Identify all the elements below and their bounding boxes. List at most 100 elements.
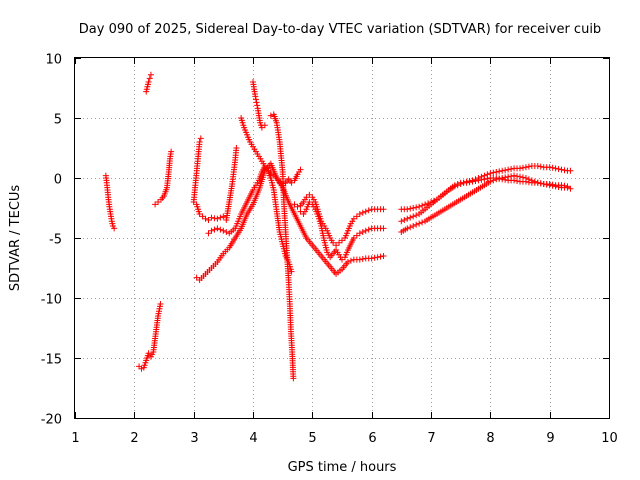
data-point <box>425 200 432 207</box>
data-point <box>380 253 387 259</box>
data-point <box>525 163 532 170</box>
data-point <box>493 175 500 181</box>
data-point <box>290 375 297 382</box>
data-point <box>552 165 559 172</box>
data-point <box>398 218 405 225</box>
data-point <box>217 214 224 221</box>
data-point <box>217 226 224 233</box>
data-point <box>522 164 529 171</box>
data-point <box>555 166 562 172</box>
data-point <box>214 225 221 232</box>
data-point <box>211 226 218 233</box>
data-point <box>157 301 164 307</box>
data-point <box>463 179 470 186</box>
data-point <box>413 212 420 219</box>
data-point <box>404 215 411 222</box>
data-point <box>401 217 408 223</box>
data-point <box>377 253 384 260</box>
series-arc2 <box>143 71 154 95</box>
data-point <box>362 227 369 234</box>
data-point <box>537 163 544 170</box>
data-point <box>481 176 488 183</box>
data-point <box>546 181 553 187</box>
x-tick-label: 9 <box>546 431 554 446</box>
data-point <box>519 164 526 171</box>
series-arc13 <box>267 166 304 189</box>
series-arc6 <box>193 201 227 223</box>
data-point <box>365 226 372 233</box>
data-point <box>416 220 423 227</box>
data-point <box>220 227 227 234</box>
data-point <box>267 112 274 119</box>
x-tick-label: 7 <box>427 431 435 446</box>
data-point <box>145 79 152 85</box>
data-point <box>505 166 512 173</box>
x-tick-label: 4 <box>249 431 257 446</box>
data-markers <box>102 71 574 382</box>
data-point <box>356 211 363 217</box>
tick-labels: 1 2 3 4 5 6 7 8 9 10 -20 -15 -10 -5 0 5 10 <box>41 53 618 447</box>
data-point <box>472 178 479 184</box>
data-point <box>288 268 295 275</box>
data-point <box>297 166 304 173</box>
x-axis-label: GPS time / hours <box>288 460 397 475</box>
y-tick-label: 5 <box>54 113 62 128</box>
data-point <box>496 168 503 175</box>
data-point <box>410 205 417 211</box>
data-point <box>451 182 458 189</box>
data-point <box>267 175 274 181</box>
data-point <box>493 169 500 175</box>
data-point <box>499 176 506 183</box>
data-point <box>359 209 366 216</box>
data-point <box>561 182 568 189</box>
data-point <box>546 164 553 171</box>
data-point <box>365 207 372 214</box>
series-arc18 <box>398 175 571 213</box>
x-tick-label: 2 <box>130 431 138 446</box>
data-point <box>534 163 541 169</box>
data-point <box>549 181 556 188</box>
data-point <box>196 139 203 145</box>
data-point <box>211 215 218 222</box>
x-tick-label: 1 <box>71 431 79 446</box>
data-point <box>454 181 461 187</box>
series-arc11 <box>250 79 268 131</box>
y-tick-label: 0 <box>54 173 62 188</box>
series-arc1 <box>102 172 118 232</box>
data-point <box>502 167 509 174</box>
data-point <box>410 223 417 229</box>
data-point <box>356 256 363 263</box>
y-tick-label: -15 <box>41 353 62 368</box>
data-point <box>404 206 411 213</box>
data-point <box>514 178 521 184</box>
data-point <box>499 167 506 174</box>
series-arc5 <box>190 135 204 205</box>
series-arc8 <box>205 163 295 275</box>
y-tick-label: -20 <box>41 413 62 428</box>
y-tick-label: -10 <box>41 293 62 308</box>
data-point <box>416 203 423 210</box>
series-arc10 <box>238 115 274 181</box>
x-tick-label: 8 <box>486 431 494 446</box>
x-tick-label: 10 <box>601 431 618 446</box>
data-point <box>233 145 240 151</box>
series-arc4 <box>152 148 175 208</box>
data-point <box>168 148 175 155</box>
data-point <box>359 256 366 262</box>
data-point <box>561 167 568 174</box>
data-point <box>475 177 482 184</box>
axis-ticks <box>75 58 610 419</box>
data-point <box>430 197 437 204</box>
data-point <box>567 167 574 174</box>
data-point <box>254 102 261 109</box>
data-point <box>344 259 351 265</box>
x-tick-label: 5 <box>308 431 316 446</box>
data-point <box>380 225 387 232</box>
data-point <box>478 176 485 183</box>
data-point <box>208 227 215 234</box>
data-point <box>484 175 491 182</box>
data-point <box>419 219 426 226</box>
data-point <box>558 182 565 189</box>
grid-lines <box>75 58 609 418</box>
data-point <box>525 179 532 186</box>
